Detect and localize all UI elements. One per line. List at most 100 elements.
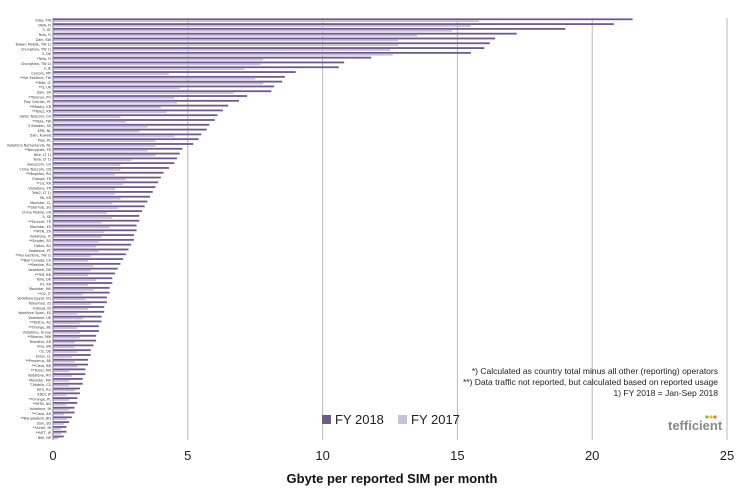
bar-fy2017 (53, 48, 390, 51)
bar-fy2017 (53, 20, 479, 23)
bar-fy2017 (53, 336, 80, 339)
category-label: Indosat, ID (33, 306, 52, 310)
bar-fy2018 (53, 47, 485, 49)
note-3: 1) FY 2018 = Jan-Sep 2018 (613, 388, 718, 398)
bar-fy2018 (53, 291, 110, 294)
bar-fy2017 (53, 192, 116, 195)
category-label: Telia, FI (37, 33, 51, 37)
bar-fy2017 (53, 144, 156, 147)
bar-fy2018 (53, 425, 67, 428)
bar-fy2017 (53, 164, 121, 166)
bar-fy2017 (53, 322, 80, 325)
bar-fy2017 (53, 264, 94, 267)
bar-fy2017 (53, 140, 156, 142)
category-label: Zain, KW (36, 38, 52, 42)
bar-fy2017 (53, 255, 91, 258)
bar-fy2017 (53, 399, 70, 401)
category-label: Vodafone, IT (30, 234, 52, 238)
bar-fy2017 (53, 212, 107, 214)
bar-fy2018 (53, 195, 151, 198)
x-axis-ticks: 0 5 10 15 20 25 (49, 448, 734, 463)
category-label: Bite, LT 1) (34, 153, 52, 157)
bar-fy2017 (53, 207, 118, 210)
category-label: *Telia, FI (37, 57, 51, 61)
bar-fy2017 (53, 307, 89, 310)
category-label: Vodafone, DE (28, 268, 51, 272)
bar-fy2018 (53, 138, 199, 141)
bar-fy2018 (53, 248, 129, 251)
bar-fy2017 (53, 269, 91, 272)
bar-fy2018 (53, 23, 614, 26)
bar-fy2018 (53, 210, 142, 213)
bar-fy2017 (53, 92, 234, 94)
category-label: **Airtel, IN (33, 426, 52, 430)
category-label: KT, KR (40, 282, 51, 286)
bar-fy2017 (53, 77, 256, 80)
bar-fy2017 (53, 111, 167, 114)
category-label: Celcom, MY (31, 71, 52, 75)
bar-fy2017 (53, 250, 99, 253)
bar-fy2018 (53, 344, 94, 347)
bar-fy2018 (53, 123, 210, 126)
bar-fy2018 (53, 421, 70, 424)
bar-fy2018 (53, 334, 97, 337)
bar-fy2017 (53, 125, 148, 128)
bar-fy2018 (53, 301, 107, 304)
bar-fy2017 (53, 202, 113, 205)
bar-fy2018 (53, 315, 102, 318)
category-label: **Far EasTone, TW (20, 76, 52, 80)
category-label: 3, DK (42, 52, 52, 56)
bar-fy2017 (53, 346, 75, 349)
category-label: Vodafone, TR (29, 186, 52, 190)
legend: FY 2018 FY 2017 (322, 412, 460, 427)
category-label: **Bangladesh, BD (21, 417, 52, 421)
bar-fy2017 (53, 58, 264, 61)
category-label: T-Mobile, CZ (29, 383, 52, 387)
bar-fy2018 (53, 320, 102, 323)
bar-fy2017 (53, 231, 105, 234)
category-label: China Telecom, CN (19, 167, 51, 171)
category-label: **Bite, LT (35, 81, 52, 85)
category-label: Vodafone, IN (29, 407, 51, 411)
bar-fy2018 (53, 397, 78, 400)
category-label: KDDI, JP (37, 393, 51, 397)
category-label: **Tele2, KR (32, 110, 52, 114)
bar-fy2018 (53, 310, 105, 313)
bar-fy2018 (53, 171, 164, 174)
x-tick-label: 5 (184, 448, 191, 463)
bar-fy2018 (53, 349, 91, 352)
bar-fy2018 (53, 406, 75, 409)
tefficient-logo: tefficient (668, 415, 723, 433)
category-label: 3 Sweden, SE (28, 124, 51, 128)
category-label: **Beeline, RU (28, 263, 52, 267)
bar-fy2017 (53, 168, 121, 171)
bar-fy2017 (53, 135, 175, 138)
bar-fy2018 (53, 51, 471, 54)
category-label: Chunghwa, TW 2) (21, 62, 52, 66)
bar-fy2018 (53, 157, 178, 160)
category-label: **Telenor, PO (29, 95, 52, 99)
bar-fy2018 (53, 186, 156, 189)
bar-fy2017 (53, 379, 70, 382)
bar-fy2017 (53, 331, 80, 334)
category-label: Vodafone Netherlands, NL (7, 143, 51, 147)
bar-fy2017 (53, 120, 126, 123)
bar-fy2017 (53, 437, 59, 440)
bar-fy2018 (53, 27, 566, 30)
bar-fy2018 (53, 90, 272, 93)
bar-fy2017 (53, 106, 161, 109)
bar-fy2018 (53, 66, 339, 69)
bar-fy2018 (53, 167, 169, 169)
bar-fy2017 (53, 87, 180, 90)
bar-fy2018 (53, 32, 517, 35)
bar-fy2018 (53, 75, 285, 78)
category-label: SK, KR (40, 196, 52, 200)
bar-fy2018 (53, 296, 107, 299)
bar-fy2018 (53, 282, 113, 284)
bar-fy2018 (53, 354, 91, 356)
bar-fy2017 (53, 312, 78, 315)
bar-fy2018 (53, 114, 218, 117)
bar-fy2017 (53, 116, 121, 118)
bar-fy2018 (53, 411, 75, 414)
